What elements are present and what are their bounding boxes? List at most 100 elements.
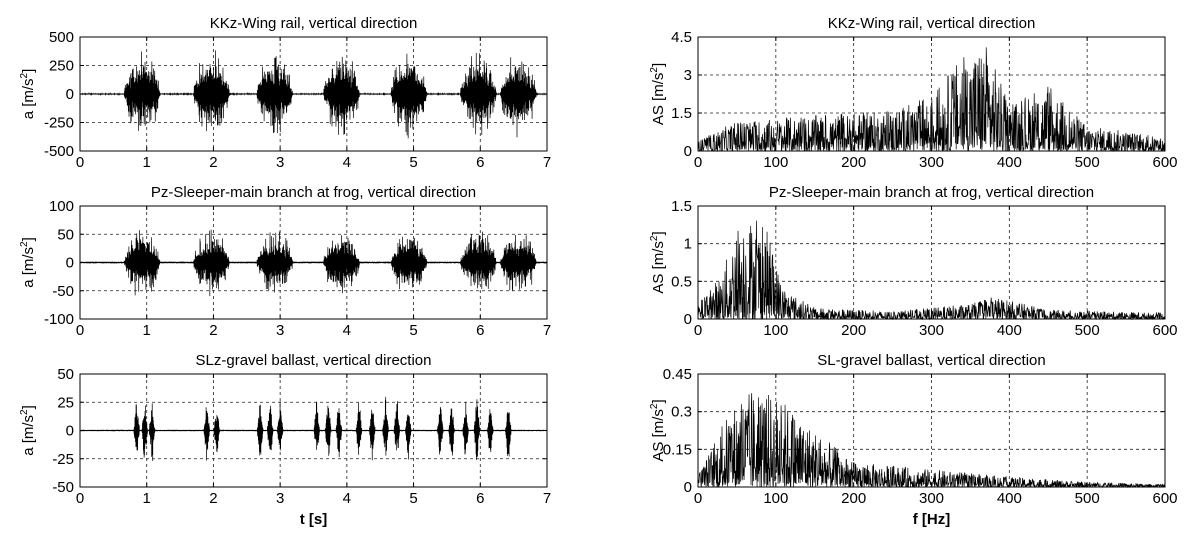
x-tick-label: 600 <box>1152 322 1177 339</box>
y-axis-label-text: AS [m/s <box>650 241 667 294</box>
x-tick-label: 100 <box>763 322 788 339</box>
y-tick-label: 0 <box>684 479 692 496</box>
y-axis-label-sup: 2 <box>19 72 30 78</box>
x-tick-label: 500 <box>1075 490 1100 507</box>
x-tick-label: 0 <box>76 154 84 171</box>
y-axis-label-sup: 2 <box>19 409 30 415</box>
y-tick-label: 25 <box>57 394 74 411</box>
chart-pz-time: Pz-Sleeper-main branch at frog, vertical… <box>19 184 551 339</box>
x-tick-label: 500 <box>1075 322 1100 339</box>
x-tick-label: 100 <box>763 154 788 171</box>
y-tick-label: 0.15 <box>663 441 692 458</box>
chart-title: Pz-Sleeper-main branch at frog, vertical… <box>769 184 1094 201</box>
x-tick-label: 5 <box>409 322 417 339</box>
y-tick-label: -50 <box>52 283 74 300</box>
y-axis-label-tail: ] <box>20 69 37 73</box>
x-tick-label: 400 <box>997 490 1022 507</box>
x-tick-label: 0 <box>76 322 84 339</box>
x-tick-label: 7 <box>543 490 551 507</box>
x-tick-label: 3 <box>276 322 284 339</box>
y-tick-label: 4.5 <box>671 29 692 46</box>
series-line <box>79 229 548 297</box>
y-axis-label-tail: ] <box>650 399 667 403</box>
x-tick-label: 200 <box>841 490 866 507</box>
y-axis-label: a [m/s2] <box>19 405 37 456</box>
y-axis-label-text: a [m/s <box>20 247 37 288</box>
x-tick-label: 600 <box>1152 490 1177 507</box>
y-axis-label-sup: 2 <box>649 235 660 241</box>
x-tick-label: 0 <box>694 322 702 339</box>
y-tick-label: -25 <box>52 451 74 468</box>
x-tick-label: 200 <box>841 322 866 339</box>
y-axis-label-tail: ] <box>650 63 667 67</box>
chart-title: SL-gravel ballast, vertical direction <box>817 352 1045 369</box>
x-tick-label: 400 <box>997 154 1022 171</box>
x-tick-label: 6 <box>476 322 484 339</box>
x-tick-label: 2 <box>209 154 217 171</box>
y-tick-label: 50 <box>57 226 74 243</box>
x-tick-label: 3 <box>276 490 284 507</box>
y-axis-label-sup: 2 <box>649 67 660 73</box>
y-tick-label: 0.5 <box>671 273 692 290</box>
y-axis-label: a [m/s2] <box>19 237 37 288</box>
x-axis-label: f [Hz] <box>913 511 951 528</box>
x-tick-label: 1 <box>143 322 151 339</box>
series-line <box>697 220 1166 321</box>
x-tick-label: 0 <box>76 490 84 507</box>
x-tick-label: 5 <box>409 154 417 171</box>
y-tick-label: -50 <box>52 479 74 496</box>
x-tick-label: 100 <box>763 490 788 507</box>
y-tick-label: -500 <box>44 143 74 160</box>
x-tick-label: 4 <box>343 322 351 339</box>
y-axis-label-tail: ] <box>20 237 37 241</box>
series-line <box>79 396 548 462</box>
x-tick-label: 200 <box>841 154 866 171</box>
y-tick-label: 1.5 <box>671 105 692 122</box>
y-tick-label: 100 <box>49 198 74 215</box>
x-tick-label: 0 <box>694 154 702 171</box>
x-tick-label: 2 <box>209 490 217 507</box>
y-tick-label: -250 <box>44 115 74 132</box>
chart-title: Pz-Sleeper-main branch at frog, vertical… <box>151 184 476 201</box>
y-axis-label-tail: ] <box>650 231 667 235</box>
y-tick-label: 0.45 <box>663 366 692 383</box>
y-tick-label: 0 <box>66 255 74 272</box>
y-tick-label: 50 <box>57 366 74 383</box>
x-tick-label: 1 <box>143 490 151 507</box>
x-tick-label: 300 <box>919 154 944 171</box>
x-tick-label: 0 <box>694 490 702 507</box>
x-tick-label: 1 <box>143 154 151 171</box>
chart-kkz-spectrum: KKz-Wing rail, vertical direction 0 100 200… <box>649 15 1178 171</box>
y-axis-label-text: AS [m/s <box>650 73 667 126</box>
x-tick-label: 6 <box>476 490 484 507</box>
x-axis-label: t [s] <box>300 511 328 528</box>
y-tick-label: 1.5 <box>671 198 692 215</box>
y-axis-label: AS [m/s2] <box>649 63 667 125</box>
y-tick-label: 3 <box>684 67 692 84</box>
chart-kkz-time: KKz-Wing rail, vertical direction 0 1 2 3 4 5 6… <box>19 15 551 171</box>
y-tick-label: -100 <box>44 311 74 328</box>
x-tick-label: 600 <box>1152 154 1177 171</box>
x-tick-label: 7 <box>543 322 551 339</box>
y-axis-label-tail: ] <box>20 405 37 409</box>
x-tick-label: 400 <box>997 322 1022 339</box>
x-tick-label: 7 <box>543 154 551 171</box>
y-axis-label: AS [m/s2] <box>649 231 667 293</box>
x-tick-label: 500 <box>1075 154 1100 171</box>
x-tick-label: 300 <box>919 490 944 507</box>
chart-pz-spectrum: Pz-Sleeper-main branch at frog, vertical… <box>649 184 1178 339</box>
y-tick-label: 0.3 <box>671 404 692 421</box>
y-tick-label: 0 <box>66 86 74 103</box>
series-line <box>79 50 548 139</box>
y-axis-label: AS [m/s2] <box>649 399 667 461</box>
y-axis-label: a [m/s2] <box>19 69 37 120</box>
x-tick-label: 5 <box>409 490 417 507</box>
y-axis-label-text: a [m/s <box>20 78 37 119</box>
y-tick-label: 500 <box>49 29 74 46</box>
chart-sl-spectrum: SL-gravel ballast, vertical direction 0 10… <box>649 352 1178 528</box>
y-axis-label-text: AS [m/s <box>650 409 667 462</box>
x-tick-label: 3 <box>276 154 284 171</box>
x-tick-label: 4 <box>343 154 351 171</box>
